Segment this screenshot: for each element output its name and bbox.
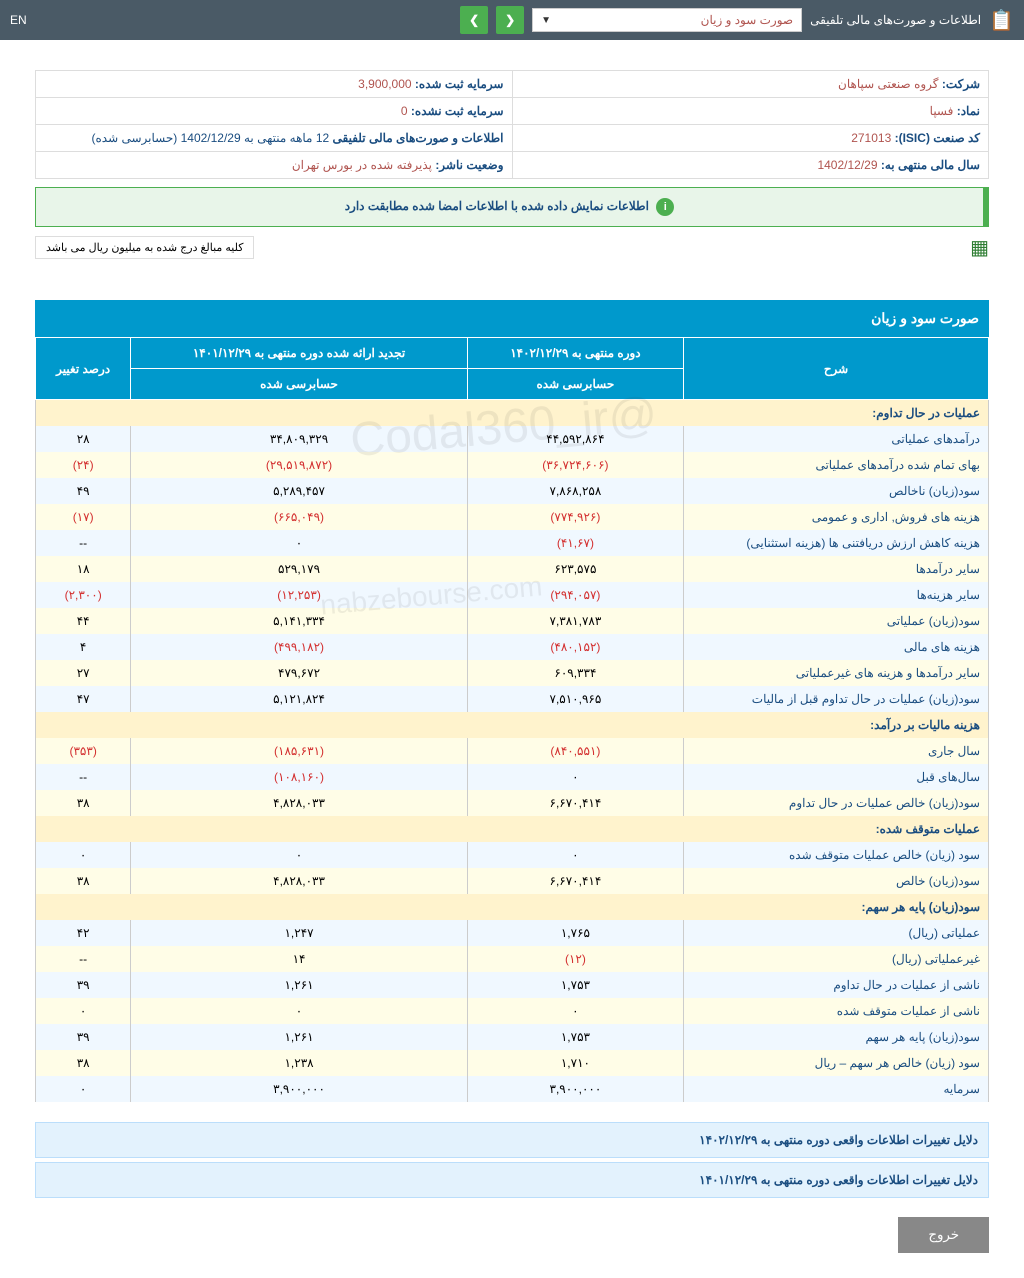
- note-box: کلیه مبالغ درج شده به میلیون ریال می باش…: [35, 236, 254, 259]
- th-period2: تجدید ارائه شده دوره منتهی به ۱۴۰۱/۱۲/۲۹: [131, 338, 467, 369]
- table-row: سال جاری(۸۴۰,۵۵۱)(۱۸۵,۶۳۱)(۳۵۳): [36, 738, 989, 764]
- topbar-title: اطلاعات و صورت‌های مالی تلفیقی: [810, 13, 981, 27]
- status-bar: i اطلاعات نمایش داده شده با اطلاعات امضا…: [35, 187, 989, 227]
- table-row: درآمدهای عملیاتی۴۴,۵۹۲,۸۶۴۳۴,۸۰۹,۳۲۹۲۸: [36, 426, 989, 452]
- publisher-value: پذیرفته شده در بورس تهران: [292, 158, 432, 172]
- company-label: شرکت:: [942, 77, 980, 91]
- symbol-label: نماد:: [957, 104, 980, 118]
- table-row: هزینه های مالی(۴۸۰,۱۵۲)(۴۹۹,۱۸۲)۴: [36, 634, 989, 660]
- report-dropdown[interactable]: صورت سود و زیان ▼: [532, 8, 802, 32]
- table-row: سایر درآمدها۶۲۳,۵۷۵۵۲۹,۱۷۹۱۸: [36, 556, 989, 582]
- table-row: سود (زیان) خالص هر سهم – ریال۱,۷۱۰۱,۲۳۸۳…: [36, 1050, 989, 1076]
- symbol-value: فسپا: [930, 104, 954, 118]
- table-row: سود (زیان) خالص عملیات متوقف شده۰۰۰: [36, 842, 989, 868]
- footer-bar-1[interactable]: دلایل تغییرات اطلاعات واقعی دوره منتهی ب…: [35, 1122, 989, 1158]
- th-change: درصد تغییر: [36, 338, 131, 400]
- info-table: شرکت: گروه صنعتی سپاهان سرمایه ثبت شده: …: [35, 70, 989, 179]
- table-row: سود(زیان) خالص عملیات در حال تداوم۶,۶۷۰,…: [36, 790, 989, 816]
- info-icon: i: [656, 198, 674, 216]
- clipboard-icon: 📋: [989, 8, 1014, 33]
- section-header: سود(زیان) پایه هر سهم:: [36, 894, 989, 920]
- income-statement-table: شرح دوره منتهی به ۱۴۰۲/۱۲/۲۹ تجدید ارائه…: [35, 337, 989, 1102]
- capital-reg-value: 3,900,000: [358, 77, 411, 91]
- th-period1: دوره منتهی به ۱۴۰۲/۱۲/۲۹: [467, 338, 683, 369]
- table-row: بهای تمام شده درآمدهای عملیاتی(۳۶,۷۲۴,۶۰…: [36, 452, 989, 478]
- reports-value: 12 ماهه منتهی به 1402/12/29 (حسابرسی شده…: [91, 131, 329, 145]
- publisher-label: وضعیت ناشر:: [435, 158, 503, 172]
- status-text: اطلاعات نمایش داده شده با اطلاعات امضا ش…: [345, 199, 649, 213]
- dropdown-value: صورت سود و زیان: [701, 13, 793, 27]
- year-label: سال مالی منتهی به:: [881, 158, 980, 172]
- th-desc: شرح: [684, 338, 989, 400]
- table-row: سال‌های قبل۰(۱۰۸,۱۶۰)--: [36, 764, 989, 790]
- table-row: هزینه کاهش ارزش دریافتنی ها (هزینه استثن…: [36, 530, 989, 556]
- table-row: عملیاتی (ریال)۱,۷۶۵۱,۲۴۷۴۲: [36, 920, 989, 946]
- section-header: عملیات در حال تداوم:: [36, 400, 989, 427]
- table-title: صورت سود و زیان: [35, 300, 989, 337]
- isic-value: 271013: [851, 131, 891, 145]
- table-row: سود(زیان) ناخالص۷,۸۶۸,۲۵۸۵,۲۸۹,۴۵۷۴۹: [36, 478, 989, 504]
- table-row: سود(زیان) خالص۶,۶۷۰,۴۱۴۴,۸۲۸,۰۳۳۳۸: [36, 868, 989, 894]
- chevron-down-icon: ▼: [541, 15, 551, 26]
- year-value: 1402/12/29: [817, 158, 877, 172]
- exit-button[interactable]: خروج: [898, 1217, 989, 1253]
- table-row: هزینه های فروش, اداری و عمومی(۷۷۴,۹۲۶)(۶…: [36, 504, 989, 530]
- prev-button[interactable]: ❯: [460, 6, 488, 34]
- th-audited1: حسابرسی شده: [467, 369, 683, 400]
- table-row: ناشی از عملیات متوقف شده۰۰۰: [36, 998, 989, 1024]
- table-row: سایر هزینه‌ها(۲۹۴,۰۵۷)(۱۲,۲۵۳)(۲,۳۰۰): [36, 582, 989, 608]
- capital-reg-label: سرمایه ثبت شده:: [415, 77, 504, 91]
- table-row: سود(زیان) عملیات در حال تداوم قبل از مال…: [36, 686, 989, 712]
- table-row: سرمایه۳,۹۰۰,۰۰۰۳,۹۰۰,۰۰۰۰: [36, 1076, 989, 1102]
- company-value: گروه صنعتی سپاهان: [838, 77, 938, 91]
- reports-label: اطلاعات و صورت‌های مالی تلفیقی: [333, 131, 504, 145]
- th-audited2: حسابرسی شده: [131, 369, 467, 400]
- top-bar: 📋 اطلاعات و صورت‌های مالی تلفیقی صورت سو…: [0, 0, 1024, 40]
- capital-unreg-value: 0: [401, 104, 408, 118]
- table-row: سایر درآمدها و هزینه های غیرعملیاتی۶۰۹,۳…: [36, 660, 989, 686]
- table-row: ناشی از عملیات در حال تداوم۱,۷۵۳۱,۲۶۱۳۹: [36, 972, 989, 998]
- table-row: غیرعملیاتی (ریال)(۱۲)۱۴--: [36, 946, 989, 972]
- isic-label: کد صنعت (ISIC):: [895, 131, 980, 145]
- lang-switch[interactable]: EN: [10, 13, 27, 27]
- footer-bar-2[interactable]: دلایل تغییرات اطلاعات واقعی دوره منتهی ب…: [35, 1162, 989, 1198]
- section-header: هزینه مالیات بر درآمد:: [36, 712, 989, 738]
- table-row: سود(زیان) عملیاتی۷,۳۸۱,۷۸۳۵,۱۴۱,۳۳۴۴۴: [36, 608, 989, 634]
- excel-icon[interactable]: ▦: [970, 235, 989, 260]
- next-button[interactable]: ❮: [496, 6, 524, 34]
- capital-unreg-label: سرمایه ثبت نشده:: [411, 104, 504, 118]
- section-header: عملیات متوقف شده:: [36, 816, 989, 842]
- table-row: سود(زیان) پایه هر سهم۱,۷۵۳۱,۲۶۱۳۹: [36, 1024, 989, 1050]
